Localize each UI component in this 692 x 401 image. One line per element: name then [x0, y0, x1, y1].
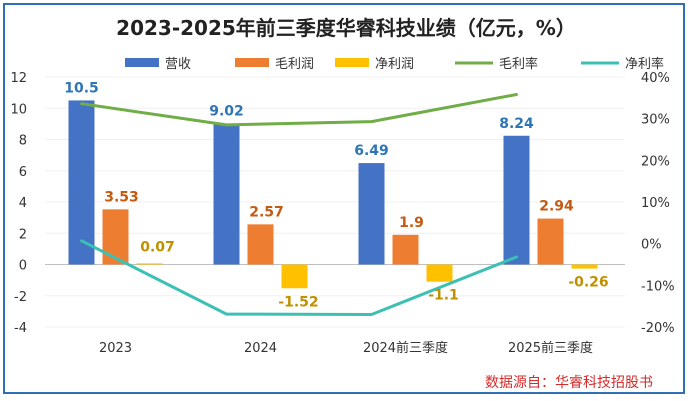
data-label-营收: 8.24	[499, 116, 534, 132]
category-label: 2025前三季度	[508, 340, 593, 356]
legend-item-毛利率: 毛利率	[455, 56, 538, 72]
bar-净利润-2023	[136, 263, 163, 265]
right-tick-label: -10%	[641, 279, 675, 294]
left-tick-label: 10	[10, 102, 27, 117]
right-tick-label: 0%	[641, 238, 662, 253]
legend-label: 毛利率	[499, 56, 538, 72]
left-tick-label: 2	[19, 227, 27, 242]
category-labels: 2023 2024 2024前三季度 2025前三季度	[99, 340, 593, 356]
data-label-营收: 10.5	[64, 80, 99, 96]
data-label-营收: 6.49	[354, 143, 389, 159]
left-tick-label: 8	[19, 134, 27, 149]
bar-营收-2023	[68, 100, 95, 265]
bar-毛利润-2024前三季度	[392, 234, 419, 265]
left-axis: -4 -2 0 2 4 6 8 10 12	[10, 71, 27, 336]
left-tick-label: 12	[10, 71, 27, 86]
left-tick-label: -4	[14, 321, 27, 336]
legend-label: 净利率	[625, 56, 664, 72]
data-label-毛利润: 2.94	[539, 199, 574, 215]
legend-label: 净利润	[375, 57, 414, 72]
right-axis: -20% -10% 0% 10% 20% 30% 40%	[641, 71, 675, 336]
left-tick-label: -2	[14, 290, 27, 305]
right-tick-label: 20%	[641, 154, 670, 169]
data-label-净利润: -1.1	[428, 288, 459, 304]
left-tick-label: 6	[19, 165, 27, 180]
data-label-净利润: -0.26	[568, 275, 608, 291]
data-label-净利润: 0.07	[140, 239, 175, 255]
category-label: 2023	[99, 341, 132, 356]
line-毛利率	[80, 93, 518, 127]
chart-title: 2023-2025年前三季度华睿科技业绩（亿元，%）	[116, 16, 576, 40]
left-tick-label: 0	[19, 259, 27, 274]
data-label-毛利润: 1.9	[399, 215, 424, 231]
legend-label: 营收	[165, 57, 191, 72]
bar-净利润-2025前三季度	[571, 264, 598, 269]
category-label: 2024	[244, 341, 277, 356]
right-tick-label: 40%	[641, 71, 670, 86]
data-label-净利润: -1.52	[278, 294, 318, 310]
legend-item-毛利润: 毛利润	[235, 57, 314, 72]
data-labels: 10.5 9.02 6.49 8.24 3.53 2.57 1.9 2.94 0.07 -1.52…	[64, 80, 608, 310]
data-label-营收: 9.02	[209, 104, 244, 120]
chart-svg: 2023-2025年前三季度华睿科技业绩（亿元，%） 营收 毛利润 净利润 毛利率 净利…	[10, 16, 675, 391]
bar-净利润-2024	[281, 264, 308, 289]
bar-净利润-2024前三季度	[426, 264, 453, 282]
category-label: 2024前三季度	[363, 340, 448, 356]
bars	[68, 100, 598, 289]
bar-毛利润-2024	[247, 224, 274, 265]
right-tick-label: -20%	[641, 321, 675, 336]
legend: 营收 毛利润 净利润 毛利率 净利率	[125, 56, 664, 72]
data-label-毛利润: 3.53	[104, 189, 139, 205]
legend-swatch	[125, 58, 159, 67]
legend-item-营收: 营收	[125, 57, 191, 72]
bar-营收-2024前三季度	[358, 163, 385, 265]
right-tick-label: 30%	[641, 113, 670, 128]
data-label-毛利润: 2.57	[249, 204, 284, 220]
bar-毛利润-2023	[102, 209, 129, 265]
legend-item-净利率: 净利率	[581, 56, 664, 72]
legend-label: 毛利润	[275, 57, 314, 72]
gridlines	[45, 76, 625, 328]
lines	[80, 93, 518, 316]
bar-毛利润-2025前三季度	[537, 218, 564, 265]
legend-swatch	[335, 58, 369, 67]
bar-营收-2024	[213, 123, 240, 265]
source-note: 数据源自：华睿科技招股书	[485, 375, 653, 391]
legend-item-净利润: 净利润	[335, 57, 414, 72]
legend-swatch	[235, 58, 269, 67]
chart-frame: 2023-2025年前三季度华睿科技业绩（亿元，%） 营收 毛利润 净利润 毛利率 净利…	[3, 3, 685, 394]
line-净利率	[80, 239, 518, 316]
left-tick-label: 4	[19, 196, 27, 211]
bar-营收-2025前三季度	[503, 135, 530, 265]
right-tick-label: 10%	[641, 196, 670, 211]
